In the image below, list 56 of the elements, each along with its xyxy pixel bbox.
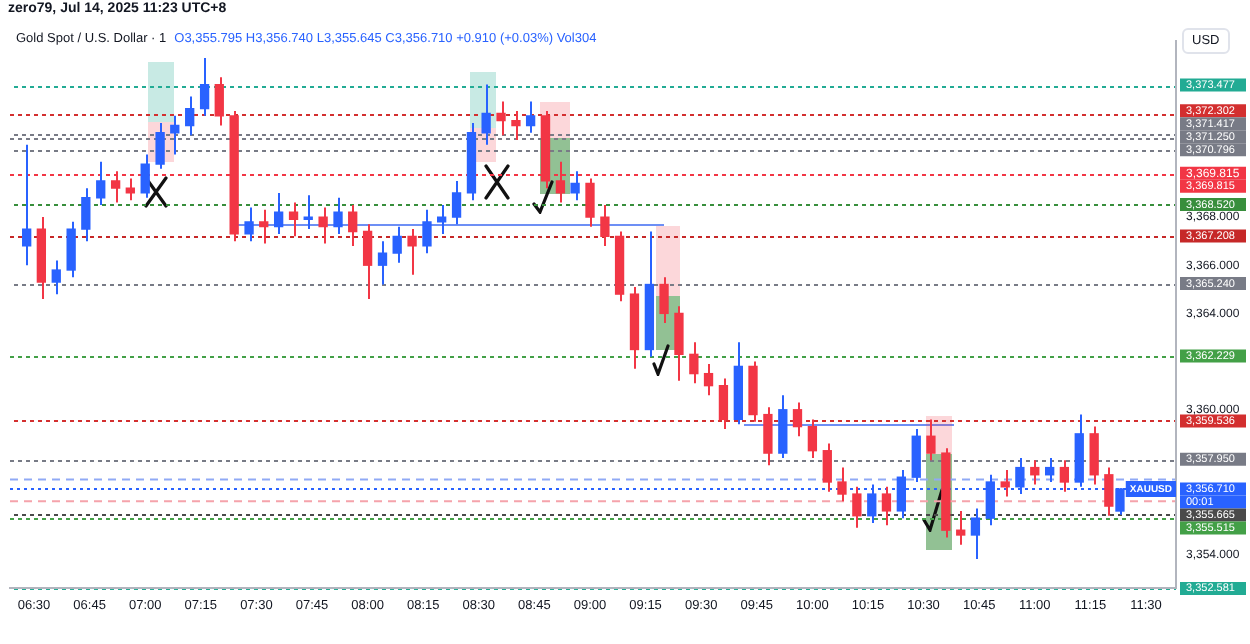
candlestick [362,223,373,300]
candlestick [422,208,432,255]
candlestick [926,418,936,462]
candlestick [170,114,180,156]
candlestick [763,406,773,467]
candlestick [852,485,862,529]
candlestick [140,153,150,199]
candlestick [348,204,358,247]
candlestick [703,362,714,397]
candlestick [525,100,536,134]
candlestick [407,228,417,276]
candlestick [481,83,491,146]
candlestick [570,170,580,202]
candlestick [199,57,210,117]
candlestick [792,401,803,438]
candlestick [807,418,818,459]
candlestick [689,341,699,385]
candlestick [437,204,447,235]
candlestick [303,194,313,231]
candlestick [259,208,269,245]
candlestick [822,442,832,493]
candlestick [66,220,76,279]
candlestick [956,509,966,546]
candlestick [511,110,521,141]
candlestick [377,240,388,286]
candlestick [185,95,195,137]
candlestick [1104,466,1114,517]
candlestick [392,225,402,264]
candlestick [837,466,847,503]
candlestick [155,122,165,170]
candlestick [970,507,981,561]
candlestick [585,177,595,228]
candlestick [451,179,462,226]
candlestick [911,428,921,484]
candlestick [600,204,610,247]
candlestick [22,143,32,267]
candlestick [1059,459,1070,493]
candlestick [81,187,91,243]
candlestick [244,206,254,243]
candlestick [674,305,684,382]
candlestick [1045,456,1055,484]
candlestick [718,377,729,431]
candlestick [1030,459,1040,486]
candlestick [496,100,506,137]
candlestick [96,160,106,206]
candlestick [333,196,343,235]
candlestick [273,191,284,235]
candlestick [288,201,299,238]
candlestick [778,394,788,459]
candlestick [51,259,61,296]
candlestick [881,485,892,527]
candlestick [659,276,669,325]
candlestick [318,206,328,245]
candlestick [214,76,224,127]
candlestick [1000,468,1010,498]
candlestick [1089,425,1099,486]
